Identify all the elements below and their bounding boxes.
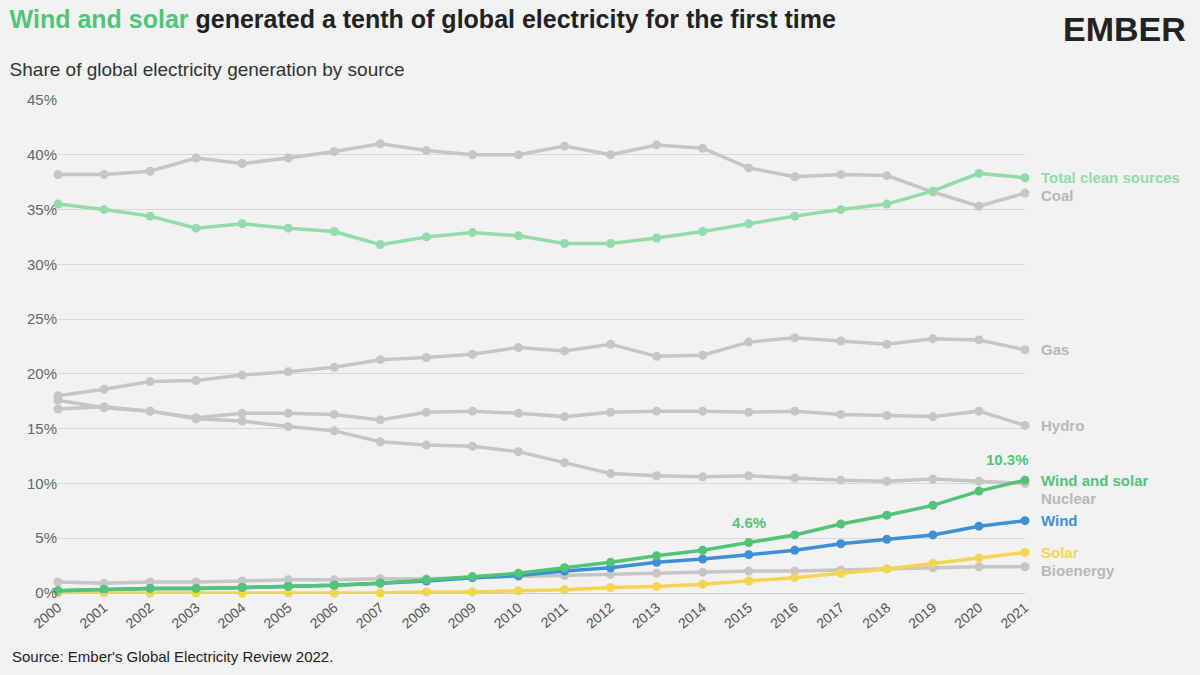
svg-text:Nuclear: Nuclear: [1041, 490, 1096, 507]
svg-text:4.6%: 4.6%: [732, 514, 766, 531]
svg-text:2017: 2017: [813, 599, 847, 631]
svg-text:2020: 2020: [951, 599, 985, 631]
svg-text:2006: 2006: [307, 599, 341, 631]
svg-text:Gas: Gas: [1041, 341, 1069, 358]
svg-text:2003: 2003: [168, 599, 202, 631]
svg-text:Hydro: Hydro: [1041, 417, 1084, 434]
svg-text:2011: 2011: [538, 599, 572, 631]
svg-text:2000: 2000: [30, 599, 64, 631]
svg-text:EMBER: EMBER: [1063, 10, 1186, 48]
svg-text:15%: 15%: [27, 420, 57, 437]
svg-text:Solar: Solar: [1041, 544, 1079, 561]
svg-text:2013: 2013: [629, 599, 663, 631]
svg-text:2012: 2012: [583, 599, 617, 631]
svg-text:10.3%: 10.3%: [986, 451, 1029, 468]
svg-text:Wind and solar: Wind and solar: [1041, 472, 1149, 489]
svg-text:2021: 2021: [997, 599, 1031, 631]
svg-text:Coal: Coal: [1041, 187, 1074, 204]
svg-text:2015: 2015: [721, 599, 755, 631]
svg-text:Wind: Wind: [1041, 512, 1078, 529]
svg-text:Total clean sources: Total clean sources: [1041, 169, 1180, 186]
svg-text:2007: 2007: [353, 599, 387, 631]
svg-text:25%: 25%: [27, 310, 57, 327]
svg-text:2019: 2019: [905, 599, 939, 631]
svg-text:Source: Ember's Global Electri: Source: Ember's Global Electricity Revie…: [12, 648, 333, 665]
svg-text:0%: 0%: [35, 584, 57, 601]
svg-text:2001: 2001: [76, 599, 110, 631]
svg-text:2009: 2009: [445, 599, 479, 631]
svg-text:5%: 5%: [35, 529, 57, 546]
svg-text:2004: 2004: [214, 599, 248, 631]
svg-text:2018: 2018: [859, 599, 893, 631]
svg-text:10%: 10%: [27, 475, 57, 492]
svg-text:Bioenergy: Bioenergy: [1041, 562, 1115, 579]
svg-text:2008: 2008: [399, 599, 433, 631]
svg-text:Wind and solar generated a ten: Wind and solar generated a tenth of glob…: [10, 5, 836, 33]
svg-text:2010: 2010: [491, 599, 525, 631]
svg-text:2016: 2016: [767, 599, 801, 631]
svg-text:40%: 40%: [27, 146, 57, 163]
svg-text:2005: 2005: [261, 599, 295, 631]
svg-text:35%: 35%: [27, 201, 57, 218]
svg-text:2014: 2014: [675, 599, 709, 631]
svg-text:45%: 45%: [27, 91, 57, 108]
svg-text:Share of global electricity ge: Share of global electricity generation b…: [10, 59, 405, 80]
svg-text:2002: 2002: [122, 599, 156, 631]
svg-text:30%: 30%: [27, 256, 57, 273]
svg-text:20%: 20%: [27, 365, 57, 382]
